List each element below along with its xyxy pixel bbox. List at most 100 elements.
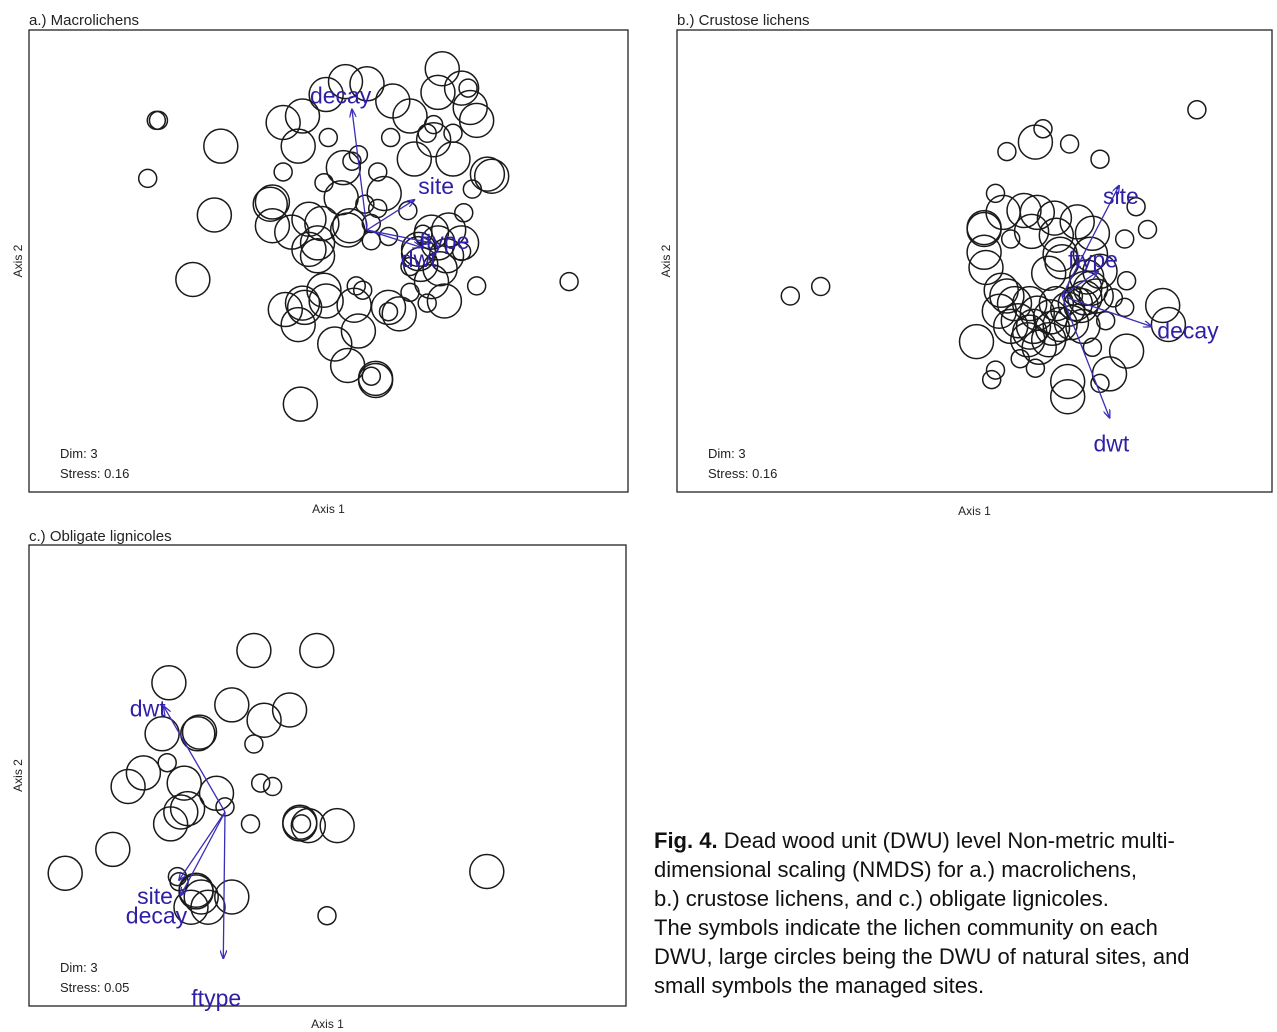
point-large (452, 89, 488, 126)
vector-arrow-site (366, 200, 414, 231)
caption-line-3: b.) crustose lichens, and c.) obligate l… (654, 886, 1109, 911)
point-large (422, 250, 458, 287)
point-small (342, 151, 362, 171)
point-large (95, 831, 131, 868)
point-small (1010, 348, 1030, 369)
vector-label-decay: decay (126, 902, 188, 928)
point-large (110, 768, 146, 805)
point-large (271, 692, 308, 728)
point-large (299, 632, 335, 669)
point-large (340, 313, 377, 349)
point-small (361, 366, 382, 386)
vector-arrow-site (179, 811, 226, 880)
point-large (152, 806, 189, 842)
x-axis-label: Axis 1 (311, 1017, 344, 1031)
point-large (1078, 278, 1114, 314)
point-large (254, 184, 291, 220)
point-large (163, 794, 199, 830)
point-large (1049, 363, 1086, 400)
vector-arrow-decay (352, 110, 368, 231)
point-small (1114, 229, 1135, 249)
vector-arrow-ftype (223, 811, 225, 958)
point-small (1187, 100, 1207, 120)
point-small (458, 78, 478, 98)
point-large (981, 293, 1018, 329)
point-small (400, 256, 420, 277)
point-large (214, 687, 250, 723)
point-small (780, 286, 801, 306)
point-large (989, 278, 1025, 314)
point-small (368, 198, 388, 219)
vector-arrow-ftype (1061, 271, 1098, 297)
plot-frame (28, 29, 629, 493)
stats-annotation: Stress: 0.16 (60, 466, 129, 481)
vector-arrow-dwt (164, 707, 226, 813)
point-small (262, 776, 283, 797)
point-small (1090, 149, 1110, 169)
point-large (392, 98, 428, 134)
point-large (236, 632, 272, 669)
point-small (1025, 358, 1046, 378)
point-small (1082, 337, 1103, 358)
y-axis-label: Axis 2 (11, 244, 25, 277)
point-small (985, 360, 1006, 380)
point-small (451, 241, 472, 262)
point-large (443, 70, 480, 106)
point-small (1095, 310, 1116, 331)
vector-arrow-ftype (366, 229, 432, 243)
caption-line-6: small symbols the managed sites. (654, 973, 985, 998)
point-large (308, 283, 344, 319)
point-large (996, 285, 1033, 322)
point-large (469, 853, 505, 890)
vector-label-ftype: ftype (191, 985, 241, 1011)
point-large (1038, 217, 1075, 253)
vector-label-ftype: ftype (1068, 246, 1118, 272)
point-small (157, 752, 177, 773)
point-small (1059, 134, 1080, 154)
point-small (314, 172, 334, 193)
point-large (175, 261, 211, 298)
point-large (214, 879, 250, 915)
point-large (284, 285, 321, 321)
plot-frame (28, 544, 627, 1007)
point-large (1019, 194, 1056, 231)
point-small (291, 814, 312, 834)
point-small (240, 814, 261, 834)
point-large (282, 806, 318, 842)
point-small (417, 293, 437, 313)
point-large (1011, 285, 1048, 322)
vector-label-site: site (137, 883, 173, 909)
point-small (466, 276, 487, 296)
point-large (1021, 329, 1057, 366)
point-large (284, 98, 321, 134)
point-large (1049, 378, 1086, 415)
y-axis-label: Axis 2 (659, 244, 673, 277)
point-large (319, 807, 355, 844)
point-large (381, 296, 417, 332)
vector-label-decay: decay (310, 83, 372, 109)
stats-annotation: Dim: 3 (60, 446, 98, 461)
point-small (1033, 119, 1053, 139)
point-large (366, 175, 402, 212)
stats-annotation: Dim: 3 (708, 446, 746, 461)
point-large (254, 207, 291, 244)
point-large (125, 755, 162, 791)
point-large (1006, 192, 1042, 229)
point-large (282, 386, 319, 422)
vector-label-dwt: dwt (1094, 431, 1130, 457)
point-small (443, 123, 463, 143)
point-large (1038, 285, 1075, 322)
point-large (958, 323, 995, 360)
point-large (469, 156, 506, 192)
point-large (1074, 215, 1111, 252)
x-axis-label: Axis 1 (958, 504, 991, 518)
point-large (396, 141, 433, 177)
panel-3: c.) Obligate lignicoles Axis 1 Axis 2 dwt si… (11, 528, 627, 1031)
point-small (250, 773, 271, 793)
point-large (299, 238, 336, 274)
point-large (173, 889, 209, 925)
point-large (267, 291, 304, 328)
point-large (430, 212, 467, 248)
point-small (981, 369, 1002, 390)
panel-title: c.) Obligate lignicoles (29, 528, 172, 545)
